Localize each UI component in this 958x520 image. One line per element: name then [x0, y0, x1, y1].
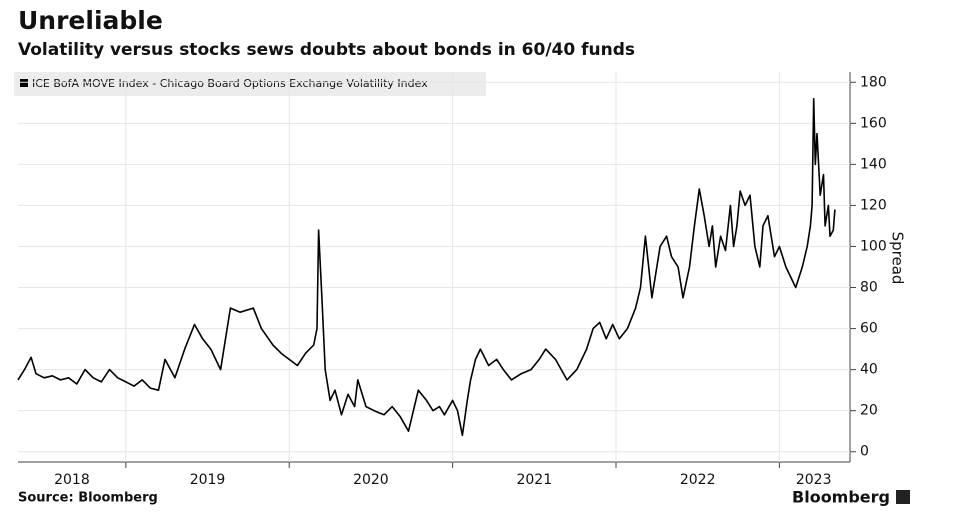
y-tick-label: 160 [860, 115, 887, 131]
legend-label: ICE BofA MOVE Index - Chicago Board Opti… [32, 77, 428, 90]
x-tick-label: 2018 [54, 472, 90, 488]
y-tick-label: 80 [860, 280, 878, 296]
x-tick-label: 2020 [353, 472, 389, 488]
legend-swatch [20, 79, 28, 87]
chart-title: Unreliable [18, 6, 163, 35]
x-tick-label: 2019 [190, 472, 226, 488]
x-tick-label: 2023 [796, 472, 832, 488]
y-tick-label: 140 [860, 156, 887, 172]
y-tick-label: 180 [860, 74, 887, 90]
x-tick-label: 2022 [680, 472, 716, 488]
data-line [17, 97, 836, 437]
legend-box [14, 72, 486, 96]
chart-subtitle: Volatility versus stocks sews doubts abo… [18, 40, 635, 60]
source: Source: Bloomberg [18, 491, 158, 506]
y-tick-label: 100 [860, 238, 887, 254]
y-tick-label: 0 [860, 444, 869, 460]
x-tick-label: 2021 [516, 472, 552, 488]
brand-icon [896, 490, 910, 504]
y-tick-label: 20 [860, 403, 878, 419]
y-tick-label: 60 [860, 321, 878, 337]
brand: Bloomberg [792, 488, 890, 507]
y-axis-label: Spread [889, 232, 907, 285]
y-tick-label: 40 [860, 362, 878, 378]
y-tick-label: 120 [860, 197, 887, 213]
